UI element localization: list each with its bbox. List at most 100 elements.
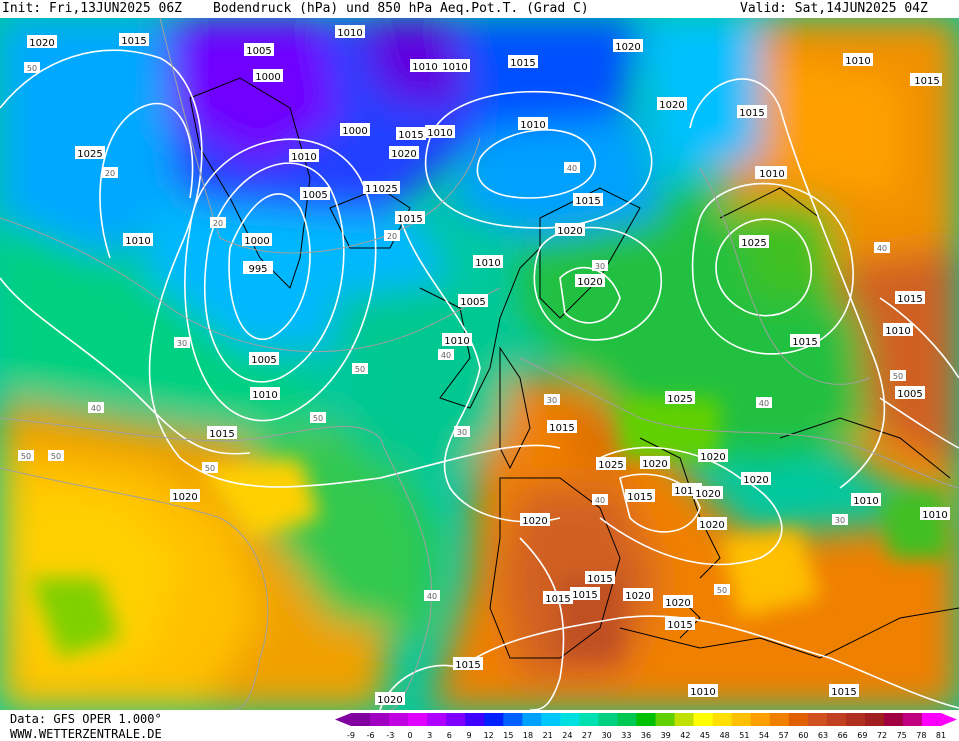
legend-arrow-right bbox=[941, 713, 957, 726]
svg-text:1010: 1010 bbox=[444, 336, 469, 347]
legend-swatch bbox=[655, 713, 676, 726]
isobar-label: 1010 bbox=[440, 59, 470, 73]
isobar-label: 1010 bbox=[425, 125, 455, 139]
legend-tick-label: 36 bbox=[641, 731, 651, 740]
legend-tick-label: 75 bbox=[897, 731, 907, 740]
legend-tick-label: -3 bbox=[386, 731, 394, 740]
theta-label: 30 bbox=[454, 426, 470, 437]
theta-label: 40 bbox=[424, 590, 440, 601]
isobar-label: 1010 bbox=[851, 493, 881, 507]
svg-text:1020: 1020 bbox=[29, 38, 54, 49]
svg-text:1025: 1025 bbox=[372, 184, 397, 195]
svg-text:1015: 1015 bbox=[121, 36, 146, 47]
svg-text:1010: 1010 bbox=[291, 152, 316, 163]
svg-text:1020: 1020 bbox=[659, 100, 684, 111]
isobar-label: 1010 bbox=[920, 507, 950, 521]
svg-text:20: 20 bbox=[105, 169, 115, 178]
isobar-label: 1020 bbox=[555, 223, 585, 237]
svg-text:1005: 1005 bbox=[897, 389, 922, 400]
theta-contours bbox=[0, 18, 959, 710]
svg-text:1015: 1015 bbox=[897, 294, 922, 305]
map-title: Bodendruck (hPa) und 850 hPa Aeq.Pot.T. … bbox=[213, 1, 589, 16]
theta-label: 50 bbox=[310, 412, 326, 423]
svg-text:1010: 1010 bbox=[442, 62, 467, 73]
legend-swatch bbox=[864, 713, 885, 726]
legend-swatch bbox=[617, 713, 637, 726]
legend-tick-label: 12 bbox=[484, 731, 494, 740]
legend-tick-label: 42 bbox=[680, 731, 690, 740]
svg-text:50: 50 bbox=[893, 372, 903, 381]
svg-text:1010: 1010 bbox=[885, 326, 910, 337]
legend-tick-label: 39 bbox=[661, 731, 671, 740]
data-source: Data: GFS OPER 1.000° bbox=[10, 712, 162, 726]
svg-text:1015: 1015 bbox=[397, 214, 422, 225]
svg-text:1015: 1015 bbox=[739, 108, 764, 119]
isobar-label: 995 bbox=[243, 261, 273, 275]
svg-text:50: 50 bbox=[313, 414, 323, 423]
svg-text:20: 20 bbox=[387, 232, 397, 241]
legend-swatch bbox=[503, 713, 523, 726]
legend-tick-label: -9 bbox=[347, 731, 355, 740]
svg-text:1015: 1015 bbox=[575, 196, 600, 207]
svg-text:1025: 1025 bbox=[741, 238, 766, 249]
isobar-label: 1015 bbox=[912, 73, 942, 87]
isobar-label: 1025 bbox=[665, 391, 695, 405]
svg-text:50: 50 bbox=[51, 452, 61, 461]
isobar-label: 1020 bbox=[698, 449, 728, 463]
isobar-label: 1000 bbox=[253, 69, 283, 83]
legend-swatch bbox=[579, 713, 599, 726]
isobar-label: 1020 bbox=[663, 595, 693, 609]
isobar-label: 1010 bbox=[688, 684, 718, 698]
isobar-label: 1020 bbox=[389, 146, 419, 160]
svg-text:40: 40 bbox=[595, 496, 605, 505]
legend-tick-label: 78 bbox=[916, 731, 926, 740]
legend-tick-label: 63 bbox=[818, 731, 828, 740]
legend-tick-label: 81 bbox=[936, 731, 946, 740]
svg-text:1025: 1025 bbox=[77, 149, 102, 160]
theta-label: 50 bbox=[24, 62, 40, 73]
legend-swatch bbox=[484, 713, 504, 726]
isobar-label: 1015 bbox=[790, 334, 820, 348]
isobar-label: 1015 bbox=[737, 105, 767, 119]
svg-text:1010: 1010 bbox=[337, 28, 362, 39]
svg-text:1020: 1020 bbox=[699, 520, 724, 531]
svg-text:1010: 1010 bbox=[252, 390, 277, 401]
theta-label: 20 bbox=[210, 217, 226, 228]
isobar-label: 1015 bbox=[625, 489, 655, 503]
isobar-label: 1015 bbox=[508, 55, 538, 69]
isobar-label: 1010 bbox=[473, 255, 503, 269]
isobar-label: 1015 bbox=[453, 657, 483, 671]
isobar-label: 1020 bbox=[520, 513, 550, 527]
svg-text:1010: 1010 bbox=[759, 169, 784, 180]
svg-text:1000: 1000 bbox=[255, 72, 280, 83]
svg-text:1005: 1005 bbox=[302, 190, 327, 201]
svg-text:1020: 1020 bbox=[743, 475, 768, 486]
isobar-label: 1020 bbox=[575, 274, 605, 288]
isobar-label: 1015 bbox=[547, 420, 577, 434]
isobar-label: 1010 bbox=[123, 233, 153, 247]
svg-text:20: 20 bbox=[213, 219, 223, 228]
svg-text:1000: 1000 bbox=[342, 126, 367, 137]
isobar-label: 1010 bbox=[442, 333, 472, 347]
legend-tick-label: 66 bbox=[838, 731, 848, 740]
isobar-label: 1020 bbox=[693, 486, 723, 500]
isobar-label: 1025 bbox=[596, 457, 626, 471]
svg-text:30: 30 bbox=[547, 396, 557, 405]
svg-text:1015: 1015 bbox=[667, 620, 692, 631]
legend-tick-label: 69 bbox=[857, 731, 867, 740]
svg-text:1015: 1015 bbox=[914, 76, 939, 87]
isobar-label: 1015 bbox=[395, 211, 425, 225]
legend-swatch bbox=[750, 713, 771, 726]
svg-text:30: 30 bbox=[177, 339, 187, 348]
isobar-label: 1010 bbox=[757, 166, 787, 180]
theta-label: 40 bbox=[874, 242, 890, 253]
isobar-label: 1015 bbox=[665, 617, 695, 631]
legend-tick-label: -6 bbox=[367, 731, 375, 740]
map-header: Init: Fri,13JUN2025 06Z Bodendruck (hPa)… bbox=[0, 0, 959, 18]
site-name: WWW.WETTERZENTRALE.DE bbox=[10, 727, 162, 741]
svg-text:1020: 1020 bbox=[391, 149, 416, 160]
svg-text:1010: 1010 bbox=[922, 510, 947, 521]
svg-text:50: 50 bbox=[717, 586, 727, 595]
isobar-label: 1015 bbox=[585, 571, 615, 585]
isobar-label: 1025 bbox=[75, 146, 105, 160]
